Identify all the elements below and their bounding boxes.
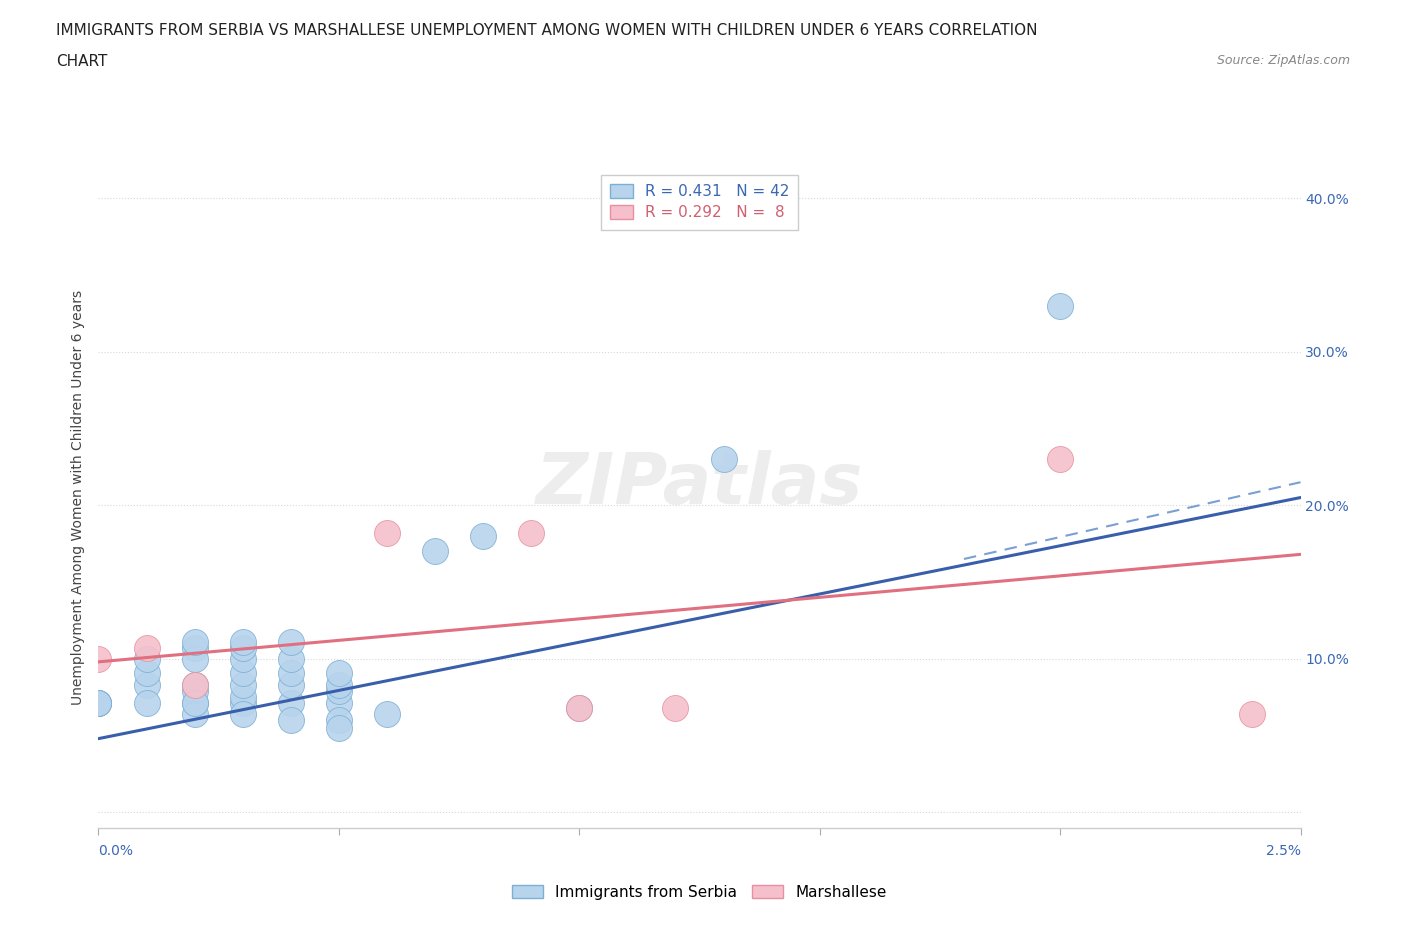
Text: Source: ZipAtlas.com: Source: ZipAtlas.com xyxy=(1216,54,1350,67)
Point xyxy=(183,677,205,692)
Text: 0.0%: 0.0% xyxy=(98,844,134,858)
Text: IMMIGRANTS FROM SERBIA VS MARSHALLESE UNEMPLOYMENT AMONG WOMEN WITH CHILDREN UND: IMMIGRANTS FROM SERBIA VS MARSHALLESE UN… xyxy=(56,23,1038,38)
Point xyxy=(87,696,110,711)
Point xyxy=(1241,707,1264,722)
Point xyxy=(568,700,591,715)
Point xyxy=(183,684,205,698)
Text: 2.5%: 2.5% xyxy=(1265,844,1301,858)
Point xyxy=(328,665,350,680)
Point xyxy=(1049,299,1071,313)
Point xyxy=(280,634,302,649)
Point xyxy=(183,677,205,692)
Point xyxy=(183,696,205,711)
Point xyxy=(135,677,157,692)
Point xyxy=(232,696,254,711)
Point xyxy=(280,696,302,711)
Point xyxy=(87,651,110,666)
Point xyxy=(280,651,302,666)
Point xyxy=(568,700,591,715)
Point xyxy=(232,677,254,692)
Point xyxy=(328,712,350,727)
Point xyxy=(328,684,350,698)
Point xyxy=(713,452,735,467)
Point xyxy=(280,665,302,680)
Point xyxy=(232,634,254,649)
Point xyxy=(232,665,254,680)
Point xyxy=(135,696,157,711)
Point xyxy=(280,677,302,692)
Text: ZIPatlas: ZIPatlas xyxy=(536,450,863,519)
Point xyxy=(328,696,350,711)
Point xyxy=(232,707,254,722)
Point xyxy=(280,712,302,727)
Point xyxy=(232,641,254,656)
Point xyxy=(183,641,205,656)
Point xyxy=(423,544,446,559)
Legend: Immigrants from Serbia, Marshallese: Immigrants from Serbia, Marshallese xyxy=(506,879,893,906)
Y-axis label: Unemployment Among Women with Children Under 6 years: Unemployment Among Women with Children U… xyxy=(72,290,86,705)
Point xyxy=(135,651,157,666)
Point xyxy=(375,525,398,540)
Point xyxy=(183,651,205,666)
Point xyxy=(328,677,350,692)
Point xyxy=(87,696,110,711)
Point xyxy=(328,721,350,736)
Point xyxy=(135,641,157,656)
Text: CHART: CHART xyxy=(56,54,108,69)
Point xyxy=(87,696,110,711)
Point xyxy=(1049,452,1071,467)
Point xyxy=(183,634,205,649)
Point xyxy=(520,525,543,540)
Point xyxy=(472,528,495,543)
Point xyxy=(232,651,254,666)
Point xyxy=(664,700,686,715)
Point xyxy=(183,696,205,711)
Point xyxy=(87,696,110,711)
Point xyxy=(183,707,205,722)
Point xyxy=(135,665,157,680)
Point xyxy=(232,690,254,705)
Point xyxy=(375,707,398,722)
